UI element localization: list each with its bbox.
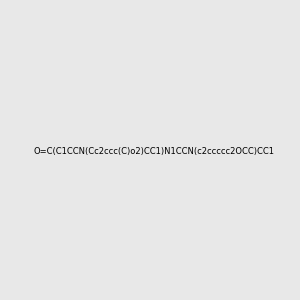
Text: O=C(C1CCN(Cc2ccc(C)o2)CC1)N1CCN(c2ccccc2OCC)CC1: O=C(C1CCN(Cc2ccc(C)o2)CC1)N1CCN(c2ccccc2… [33,147,274,156]
